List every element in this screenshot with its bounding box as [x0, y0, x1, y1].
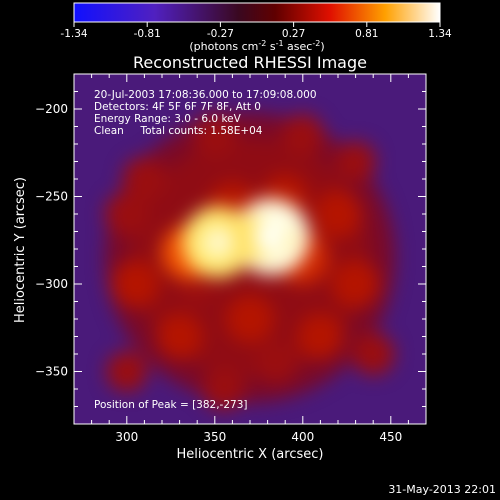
peak-position: Position of Peak = [382,-273] — [94, 399, 248, 411]
x-axis-label: Heliocentric X (arcsec) — [177, 447, 324, 462]
colorbar-tick-label: -0.27 — [207, 28, 234, 40]
info-text: 20-Jul-2003 17:08:36.000 to 17:09:08.000… — [94, 89, 317, 411]
emission-source — [281, 114, 324, 157]
emission-source — [104, 191, 149, 237]
emission-source — [192, 113, 237, 158]
colorbar-tick-label: -1.34 — [60, 28, 87, 40]
timestamp: 31-May-2013 22:01 — [388, 483, 496, 496]
y-axis-label: Heliocentric Y (arcsec) — [13, 177, 28, 323]
y-tick-label: −350 — [35, 365, 68, 379]
emission-source — [106, 351, 148, 392]
emission-source — [202, 367, 245, 411]
x-tick-label: 400 — [291, 430, 314, 444]
x-tick-label: 350 — [203, 430, 226, 444]
info-line-energy: Energy Range: 3.0 - 6.0 keV — [94, 113, 242, 125]
colorbar-ticks: -1.34 -0.81 -0.27 0.27 0.81 1.34 — [60, 22, 452, 40]
emission-source — [331, 260, 380, 308]
emission-source — [314, 190, 362, 238]
emission-source — [297, 313, 344, 360]
emission-source — [255, 341, 298, 384]
emission-source — [352, 332, 395, 376]
colorbar-tick-label: 0.81 — [355, 28, 378, 40]
emission-source — [122, 156, 167, 202]
colorbar-tick-label: 1.34 — [428, 28, 452, 40]
info-line-detectors: Detectors: 4F 5F 6F 7F 8F, Att 0 — [94, 101, 261, 113]
axes: 300 350 400 450 −200 −250 −300 −350 — [35, 74, 426, 444]
emission-source — [156, 313, 203, 360]
x-tick-label: 300 — [115, 430, 138, 444]
emission-source — [226, 295, 274, 343]
y-tick-label: −250 — [35, 190, 68, 204]
secondary-core — [202, 226, 235, 258]
colorbar-tick-label: 0.27 — [282, 28, 305, 40]
info-line-counts: Clean Total counts: 1.58E+04 — [94, 125, 263, 137]
peak-core — [253, 218, 290, 255]
y-tick-label: −200 — [35, 102, 68, 116]
chart-title: Reconstructed RHESSI Image — [133, 53, 367, 72]
colorbar-tick-label: -0.81 — [134, 28, 161, 40]
y-tick-label: −300 — [35, 277, 68, 291]
emission-source — [335, 141, 376, 182]
colorbar — [73, 2, 441, 23]
heatmap-image — [104, 112, 395, 411]
colorbar-units: (photons cm-2 s-1 asec-2) — [189, 39, 324, 53]
info-line-time: 20-Jul-2003 17:08:36.000 to 17:09:08.000 — [94, 89, 317, 101]
emission-source — [111, 260, 160, 308]
x-tick-label: 450 — [379, 430, 402, 444]
